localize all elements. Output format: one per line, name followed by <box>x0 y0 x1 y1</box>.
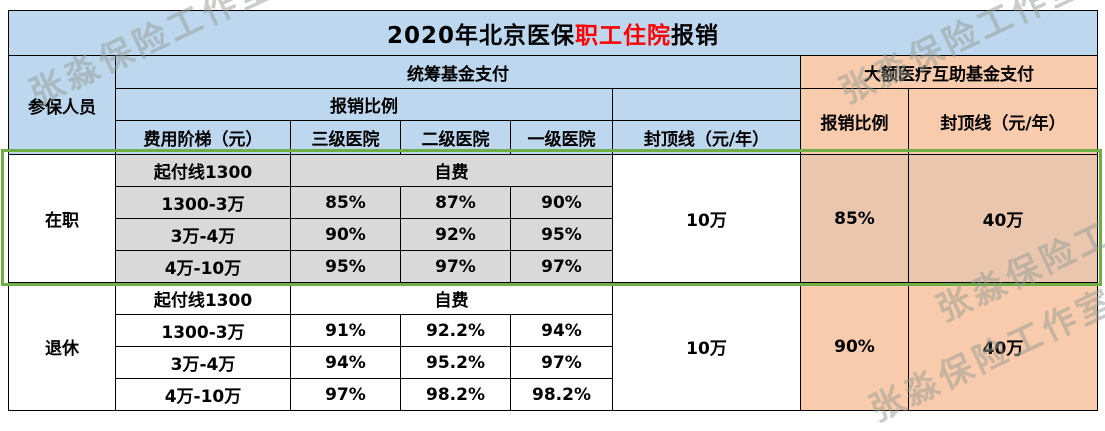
header-hospital-tier2: 二级医院 <box>400 120 511 155</box>
table-row: 4万-10万 97% 98.2% 98.2% <box>9 378 1098 411</box>
table-row: 1300-3万 85% 87% 90% <box>9 186 1098 219</box>
cell-rate-tier2: 95.2% <box>400 346 511 379</box>
header-hospital-tier1: 一级医院 <box>510 120 613 155</box>
header-pooled-fund: 统筹基金支付 <box>115 55 801 89</box>
cell-rate-tier2: 92% <box>400 218 511 251</box>
cell-rate-tier2: 92.2% <box>400 314 511 347</box>
cell-self-pay: 自费 <box>290 282 613 315</box>
cell-tier: 3万-4万 <box>115 346 291 379</box>
title-row: 2020年北京医保职工住院报销 <box>8 10 1098 56</box>
header-row-funds: 参保人员 统筹基金支付 大额医疗互助基金支付 <box>8 55 1098 155</box>
cell-tier: 起付线1300 <box>115 282 291 315</box>
header-large-ratio: 报销比例 <box>800 88 909 155</box>
table-row: 1300-3万 91% 92.2% 94% <box>9 314 1098 347</box>
title-suffix: 报销 <box>671 23 719 49</box>
header-cost-tier: 费用阶梯（元） <box>115 120 291 155</box>
cell-tier: 1300-3万 <box>115 186 291 219</box>
group-label-active: 在职 <box>8 154 116 283</box>
header-spacer-cell <box>612 88 801 121</box>
table-row: 3万-4万 94% 95.2% 97% <box>9 346 1098 379</box>
cell-cap: 10万 <box>612 154 801 283</box>
header-ratio-group: 报销比例 <box>115 88 613 121</box>
cell-rate-tier1: 95% <box>510 218 613 251</box>
reimbursement-table: 2020年北京医保职工住院报销 参保人员 统筹基金支付 大额医疗互助基金支付 报… <box>8 10 1098 411</box>
cell-cap: 10万 <box>612 282 801 411</box>
title-highlight: 职工住院 <box>575 23 671 49</box>
cell-self-pay: 自费 <box>290 154 613 187</box>
header-hospital-tier3: 三级医院 <box>290 120 401 155</box>
group-label-retired: 退休 <box>8 282 116 411</box>
cell-rate-tier3: 91% <box>290 314 401 347</box>
table-row: 在职 起付线1300 自费 10万 85% 40万 <box>8 154 1098 283</box>
cell-large-cap: 40万 <box>908 282 1098 411</box>
cell-rate-tier1: 97% <box>510 346 613 379</box>
table-row: 4万-10万 95% 97% 97% <box>9 250 1098 283</box>
cell-large-ratio: 90% <box>800 282 909 411</box>
cell-rate-tier2: 87% <box>400 186 511 219</box>
table-row: 退休 起付线1300 自费 10万 90% 40万 <box>8 282 1098 411</box>
cell-tier: 4万-10万 <box>115 378 291 411</box>
cell-tier: 3万-4万 <box>115 218 291 251</box>
cell-rate-tier1: 98.2% <box>510 378 613 411</box>
cell-large-cap: 40万 <box>908 154 1098 283</box>
cell-large-ratio: 85% <box>800 154 909 283</box>
header-large-cap: 封顶线（元/年） <box>908 88 1098 155</box>
cell-rate-tier3: 90% <box>290 218 401 251</box>
page-title: 2020年北京医保职工住院报销 <box>8 10 1098 56</box>
cell-tier: 1300-3万 <box>115 314 291 347</box>
cell-rate-tier1: 94% <box>510 314 613 347</box>
cell-rate-tier1: 90% <box>510 186 613 219</box>
cell-tier: 4万-10万 <box>115 250 291 283</box>
header-participant: 参保人员 <box>8 55 116 155</box>
header-row-ratio: 报销比例 报销比例 封顶线（元/年） <box>9 88 1098 155</box>
cell-rate-tier2: 97% <box>400 250 511 283</box>
cell-rate-tier3: 95% <box>290 250 401 283</box>
cell-rate-tier3: 94% <box>290 346 401 379</box>
title-prefix: 2020年北京医保 <box>386 23 575 49</box>
cell-rate-tier2: 98.2% <box>400 378 511 411</box>
cell-rate-tier1: 97% <box>510 250 613 283</box>
header-large-fund: 大额医疗互助基金支付 <box>800 55 1098 89</box>
cell-tier: 起付线1300 <box>115 154 291 187</box>
cell-rate-tier3: 85% <box>290 186 401 219</box>
header-annual-cap: 封顶线（元/年） <box>612 120 801 155</box>
cell-rate-tier3: 97% <box>290 378 401 411</box>
table-row: 3万-4万 90% 92% 95% <box>9 218 1098 251</box>
